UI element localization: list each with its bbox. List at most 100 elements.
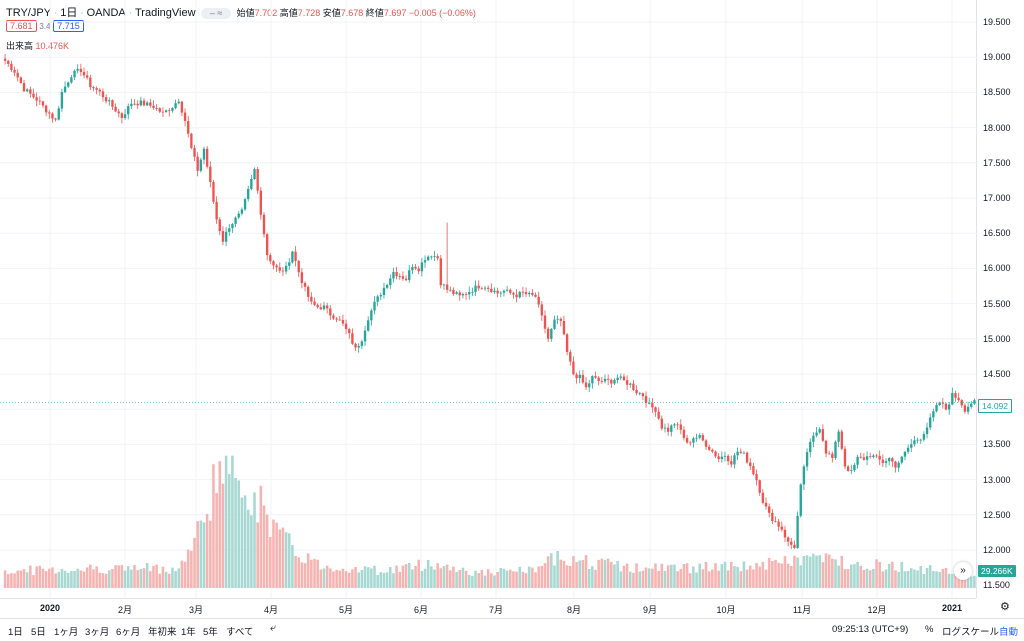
candle-body <box>420 262 424 272</box>
time-tick: 11月 <box>792 605 812 615</box>
volume-bar <box>711 569 714 588</box>
candle-body <box>193 147 196 157</box>
clock-label[interactable]: 09:25:13 (UTC+9) <box>832 624 909 635</box>
volume-bar <box>644 567 648 588</box>
volume-bar <box>212 464 215 588</box>
candle-body <box>351 333 354 344</box>
volume-bar <box>272 519 275 588</box>
candle-body <box>294 251 297 261</box>
candle-body <box>98 89 101 92</box>
range-button[interactable]: 3ヶ月 <box>85 627 110 638</box>
candle-body <box>209 166 212 183</box>
interval-label[interactable]: 1日 <box>60 7 78 19</box>
buy-price-button[interactable]: 7.715 <box>53 20 84 32</box>
volume-bar <box>651 568 654 588</box>
price-axis[interactable]: 19.500 19.000 18.500 18.000 17.500 17.000 16.5… <box>976 0 1024 598</box>
candle-body <box>360 341 364 346</box>
candle-body <box>906 447 910 452</box>
volume-bar <box>736 566 739 588</box>
volume-bar <box>846 568 850 588</box>
candle-body <box>149 102 152 106</box>
candle-body <box>44 105 48 113</box>
volume-bar <box>610 561 613 588</box>
candle-body <box>379 295 382 297</box>
candle-body <box>10 63 13 70</box>
volume-bar <box>704 561 708 588</box>
volume-bar <box>565 565 569 588</box>
volume-bar <box>597 559 600 588</box>
volume-bar <box>891 561 894 588</box>
auto-scale-toggle[interactable]: 自動 <box>999 627 1019 638</box>
candle-body <box>240 209 244 214</box>
candle-body <box>316 304 319 308</box>
time-tick: 2月 <box>117 605 133 615</box>
candle-body <box>938 402 941 406</box>
time-tick: 5月 <box>338 605 354 615</box>
candle-body <box>783 529 787 538</box>
candle-body <box>54 118 57 120</box>
candle-body <box>963 405 967 412</box>
scroll-to-realtime-button[interactable]: » <box>954 562 972 580</box>
candle-body <box>588 383 591 388</box>
range-button[interactable]: 1日 <box>8 627 23 638</box>
brand-label: TradingView <box>134 7 196 19</box>
candle-body <box>505 289 509 291</box>
volume-bar <box>805 555 809 588</box>
candle-body <box>606 378 610 380</box>
volume-bar <box>291 544 294 588</box>
volume-bar <box>436 563 439 588</box>
candle-body <box>414 266 417 269</box>
volume-bar <box>294 556 297 588</box>
volume-bar <box>341 568 345 588</box>
volume-bar <box>493 575 496 588</box>
candle-body <box>749 462 752 467</box>
time-axis[interactable]: 2020 2月 3月 4月 5月 6月 7月 8月 9月 10月 11月 12月 2021 <box>0 598 976 617</box>
volume-bar <box>224 455 228 588</box>
range-button[interactable]: すべて <box>226 627 254 638</box>
volume-bar <box>515 571 518 588</box>
volume-bar <box>723 561 727 588</box>
candle-body <box>692 438 695 443</box>
candle-body <box>417 268 420 272</box>
volume-bar <box>916 570 919 588</box>
candle-body <box>259 190 263 215</box>
range-button[interactable]: 年初来 <box>148 627 177 638</box>
percent-toggle[interactable]: % <box>925 624 934 635</box>
candle-body <box>490 288 493 293</box>
sell-price-button[interactable]: 7.681 <box>6 20 37 32</box>
volume-bar <box>622 565 626 588</box>
range-button[interactable]: 1年 <box>181 627 196 638</box>
settings-gear-icon[interactable]: ⚙ <box>1000 601 1010 613</box>
candle-body <box>190 133 193 148</box>
volume-bar <box>262 505 266 588</box>
candlesticks <box>0 53 976 550</box>
range-button[interactable]: 6ヶ月 <box>116 627 141 638</box>
candle-body <box>168 110 171 112</box>
candle-body <box>824 440 828 454</box>
date-range-icon[interactable]: ⤶ <box>270 622 277 634</box>
chart-style-toggle[interactable]: – ≈ <box>201 7 232 19</box>
candle-body <box>3 58 7 61</box>
log-scale-toggle[interactable]: ログスケール <box>942 627 1000 638</box>
range-button[interactable]: 1ヶ月 <box>54 627 79 638</box>
volume-bar <box>654 563 657 588</box>
candle-body <box>104 97 108 102</box>
volume-bar <box>707 571 711 588</box>
candle-body <box>142 100 146 106</box>
price-chart[interactable] <box>0 0 976 598</box>
range-button[interactable]: 5日 <box>31 627 46 638</box>
volume-bar <box>720 564 724 588</box>
volume-bar <box>568 565 572 588</box>
candle-body <box>676 424 679 426</box>
symbol-name[interactable]: TRY/JPY <box>6 7 52 19</box>
candle-body <box>468 292 471 295</box>
volume-bar <box>142 568 146 588</box>
spread-value: 3.4 <box>39 22 51 31</box>
volume-bar <box>812 553 815 588</box>
candle-body <box>881 459 885 463</box>
volume-bar <box>363 566 367 588</box>
volume-bar <box>92 569 95 588</box>
range-button[interactable]: 5年 <box>203 627 218 638</box>
volume-bar <box>461 567 465 588</box>
change-value: −0.005 (−0.06%) <box>408 8 476 18</box>
